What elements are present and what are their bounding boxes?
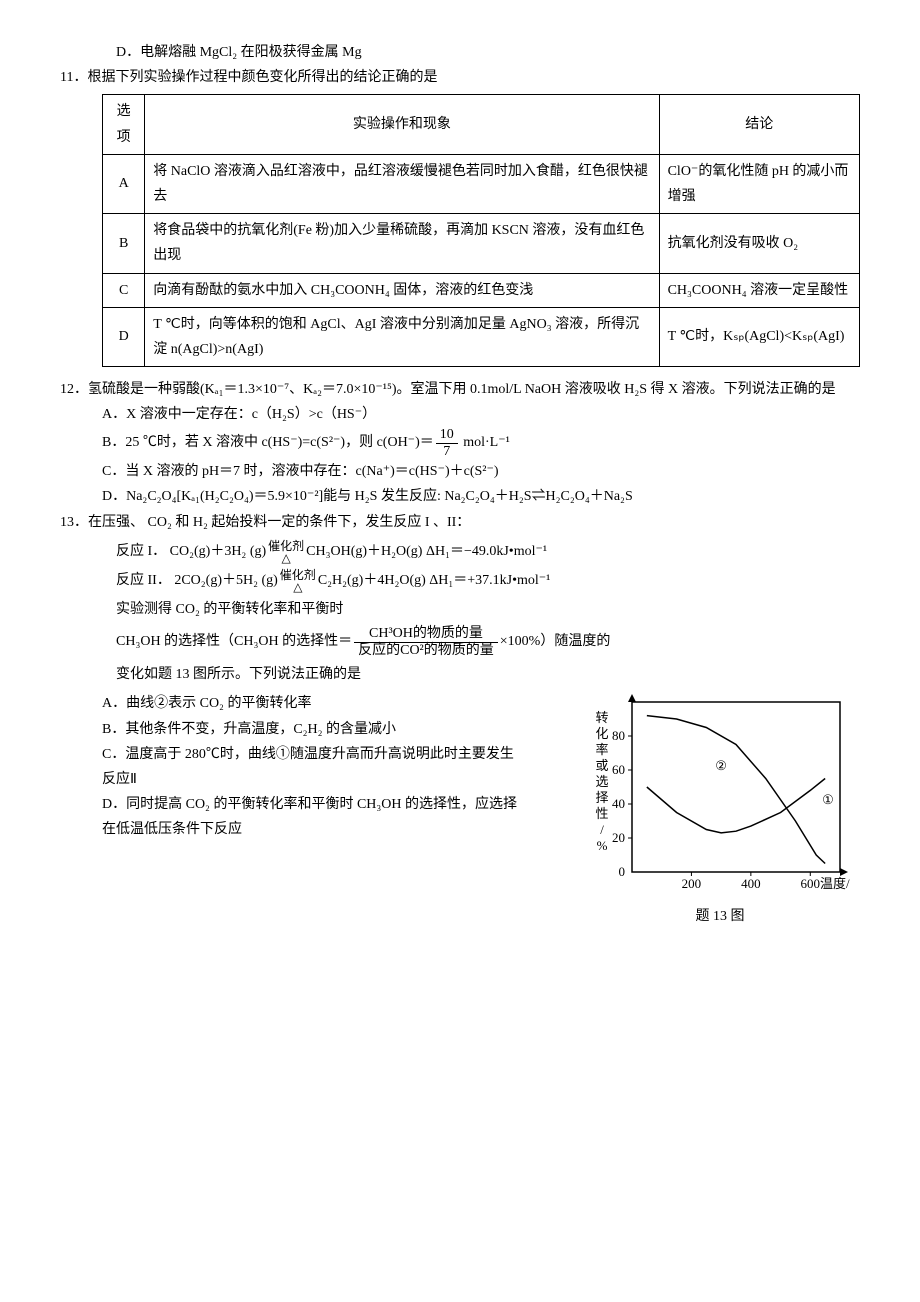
q13-rxn1: 反应 I． CO₂(g)＋3H₂ (g)催化剂△CH₃OH(g)＋H₂O(g) … bbox=[60, 539, 860, 564]
q12-stem: 12．氢硫酸是一种弱酸(Kₐ₁＝1.3×10⁻⁷、Kₐ₂＝7.0×10⁻¹⁵)。… bbox=[60, 377, 860, 402]
q12-b-post: mol·L⁻¹ bbox=[460, 436, 510, 451]
rxn2-label: 反应 II． bbox=[116, 573, 171, 588]
q13-body3: 变化如题 13 图所示。下列说法正确的是 bbox=[60, 662, 860, 687]
rxn2-lhs: 2CO₂(g)＋5H₂ (g) bbox=[174, 573, 277, 588]
svg-text:②: ② bbox=[715, 758, 727, 773]
chart-caption: 题 13 图 bbox=[590, 904, 850, 929]
cell-desc: 向滴有酚酞的氨水中加入 CH₃COONH₄ 固体，溶液的红色变浅 bbox=[145, 273, 659, 307]
svg-text:%: % bbox=[597, 838, 608, 853]
svg-text:/: / bbox=[600, 822, 604, 837]
line-chart-svg: 20 40 60 80 0 200 400 600 转化率或选择性/% 温度/℃ ① ② bbox=[590, 692, 850, 902]
svg-text:①: ① bbox=[822, 792, 834, 807]
svg-text:择: 择 bbox=[595, 790, 608, 805]
q12-b-pre: B．25 ℃时，若 X 溶液中 c(HS⁻)=c(S²⁻)，则 c(OH⁻)＝ bbox=[102, 436, 434, 451]
rxn2-rhs: C₂H₂(g)＋4H₂O(g) ΔH₁＝+37.1kJ•mol⁻¹ bbox=[318, 573, 551, 588]
rxn1-label: 反应 I． bbox=[116, 544, 166, 559]
svg-text:性: 性 bbox=[595, 806, 608, 821]
q12-stem-text: 12．氢硫酸是一种弱酸(Kₐ₁＝1.3×10⁻⁷、Kₐ₂＝7.0×10⁻¹⁵)。… bbox=[60, 382, 836, 397]
svg-text:率: 率 bbox=[595, 742, 608, 757]
svg-text:200: 200 bbox=[682, 876, 702, 891]
fraction: 107 bbox=[436, 427, 458, 459]
th-option: 选项 bbox=[103, 95, 145, 154]
frac-num: 10 bbox=[436, 427, 458, 443]
cell-concl: T ℃时，Kₛₚ(AgCl)<Kₛₚ(AgI) bbox=[659, 307, 859, 366]
cell-desc: 将 NaClO 溶液滴入品红溶液中，品红溶液缓慢褪色若同时加入食醋，红色很快褪去 bbox=[145, 154, 659, 213]
table-row: A 将 NaClO 溶液滴入品红溶液中，品红溶液缓慢褪色若同时加入食醋，红色很快… bbox=[103, 154, 860, 213]
cell-concl: 抗氧化剂没有吸收 O₂ bbox=[659, 214, 859, 273]
q13-lower: 变化如题 13 图所示。下列说法正确的是 A．曲线②表示 CO₂ 的平衡转化率 … bbox=[60, 662, 860, 842]
svg-text:400: 400 bbox=[741, 876, 761, 891]
cell-opt: C bbox=[103, 273, 145, 307]
cond-top: 催化剂 bbox=[280, 569, 316, 581]
q13-option-a: A．曲线②表示 CO₂ 的平衡转化率 bbox=[102, 691, 524, 716]
cell-desc: T ℃时，向等体积的饱和 AgCl、AgI 溶液中分别滴加足量 AgNO₃ 溶液… bbox=[145, 307, 659, 366]
cond-bot: △ bbox=[280, 581, 316, 593]
q10-option-d: D．电解熔融 MgCl₂ 在阳极获得金属 Mg bbox=[60, 40, 860, 65]
q13-stem: 13．在压强、 CO₂ 和 H₂ 起始投料一定的条件下，发生反应 I 、II： bbox=[60, 510, 860, 535]
rxn1-lhs: CO₂(g)＋3H₂ (g) bbox=[170, 544, 266, 559]
svg-text:化: 化 bbox=[595, 726, 608, 741]
cell-opt: B bbox=[103, 214, 145, 273]
svg-text:选: 选 bbox=[595, 774, 608, 789]
frac-num: CH³OH的物质的量 bbox=[354, 626, 498, 642]
q13-option-c: C．温度高于 280℃时，曲线①随温度升高而升高说明此时主要发生反应Ⅱ bbox=[102, 742, 524, 792]
q12-option-c: C．当 X 溶液的 pH＝7 时，溶液中存在：c(Na⁺)＝c(HS⁻)＋c(S… bbox=[60, 459, 860, 484]
th-concl: 结论 bbox=[659, 95, 859, 154]
fraction: CH³OH的物质的量反应的CO²的物质的量 bbox=[354, 626, 498, 658]
q13-option-d: D．同时提高 CO₂ 的平衡转化率和平衡时 CH₃OH 的选择性，应选择在低温低… bbox=[102, 792, 524, 842]
q13-option-b: B．其他条件不变，升高温度，C₂H₂ 的含量减小 bbox=[102, 717, 524, 742]
q11-stem: 11．根据下列实验操作过程中颜色变化所得出的结论正确的是 bbox=[60, 65, 860, 90]
body2-post: ×100%）随温度的 bbox=[500, 634, 611, 649]
q12-option-d: D．Na₂C₂O₄[Kₐ₁(H₂C₂O₄)＝5.9×10⁻²]能与 H₂S 发生… bbox=[60, 484, 860, 509]
svg-text:或: 或 bbox=[595, 758, 608, 773]
body2-pre: CH₃OH 的选择性（CH₃OH 的选择性＝ bbox=[116, 634, 352, 649]
cell-desc: 将食品袋中的抗氧化剂(Fe 粉)加入少量稀硫酸，再滴加 KSCN 溶液，没有血红… bbox=[145, 214, 659, 273]
svg-text:60: 60 bbox=[612, 762, 625, 777]
reaction-condition-icon: 催化剂△ bbox=[280, 569, 316, 593]
svg-text:40: 40 bbox=[612, 796, 625, 811]
q12-option-b: B．25 ℃时，若 X 溶液中 c(HS⁻)=c(S²⁻)，则 c(OH⁻)＝1… bbox=[60, 427, 860, 459]
cond-bot: △ bbox=[268, 552, 304, 564]
svg-text:温度/℃: 温度/℃ bbox=[820, 876, 850, 891]
table-header-row: 选项 实验操作和现象 结论 bbox=[103, 95, 860, 154]
svg-text:0: 0 bbox=[619, 864, 626, 879]
cell-opt: D bbox=[103, 307, 145, 366]
frac-den: 反应的CO²的物质的量 bbox=[354, 643, 498, 658]
cell-opt: A bbox=[103, 154, 145, 213]
q13-body2: CH₃OH 的选择性（CH₃OH 的选择性＝CH³OH的物质的量反应的CO²的物… bbox=[60, 626, 860, 658]
svg-text:80: 80 bbox=[612, 728, 625, 743]
q13-body1: 实验测得 CO₂ 的平衡转化率和平衡时 bbox=[60, 597, 860, 622]
rxn1-rhs: CH₃OH(g)＋H₂O(g) ΔH₁＝−49.0kJ•mol⁻¹ bbox=[306, 544, 547, 559]
svg-text:20: 20 bbox=[612, 830, 625, 845]
svg-text:600: 600 bbox=[801, 876, 821, 891]
table-row: D T ℃时，向等体积的饱和 AgCl、AgI 溶液中分别滴加足量 AgNO₃ … bbox=[103, 307, 860, 366]
q11-table: 选项 实验操作和现象 结论 A 将 NaClO 溶液滴入品红溶液中，品红溶液缓慢… bbox=[102, 94, 860, 367]
reaction-condition-icon: 催化剂△ bbox=[268, 540, 304, 564]
svg-text:转: 转 bbox=[595, 710, 608, 725]
th-desc: 实验操作和现象 bbox=[145, 95, 659, 154]
table-row: C 向滴有酚酞的氨水中加入 CH₃COONH₄ 固体，溶液的红色变浅 CH₃CO… bbox=[103, 273, 860, 307]
cell-concl: CH₃COONH₄ 溶液一定呈酸性 bbox=[659, 273, 859, 307]
q12-option-a: A．X 溶液中一定存在：c（H₂S）>c（HS⁻） bbox=[60, 402, 860, 427]
q13-chart: 20 40 60 80 0 200 400 600 转化率或选择性/% 温度/℃ ① ② 题 13 图 bbox=[590, 692, 850, 929]
cell-concl: ClO⁻的氧化性随 pH 的减小而增强 bbox=[659, 154, 859, 213]
cond-top: 催化剂 bbox=[268, 540, 304, 552]
q13-rxn2: 反应 II． 2CO₂(g)＋5H₂ (g)催化剂△C₂H₂(g)＋4H₂O(g… bbox=[60, 568, 860, 593]
table-row: B 将食品袋中的抗氧化剂(Fe 粉)加入少量稀硫酸，再滴加 KSCN 溶液，没有… bbox=[103, 214, 860, 273]
frac-den: 7 bbox=[436, 444, 458, 459]
